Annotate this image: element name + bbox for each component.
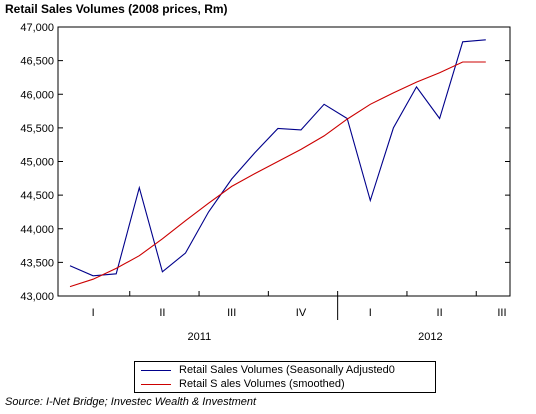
plot-frame bbox=[57, 26, 511, 297]
x-quarter-label: II bbox=[159, 307, 165, 319]
y-tick-label: 47,000 bbox=[20, 22, 54, 34]
legend-item-smoothed: Retail S ales Volumes (smoothed) bbox=[141, 377, 345, 391]
legend: Retail Sales Volumes (Seasonally Adjuste… bbox=[134, 361, 436, 393]
x-quarter-label: IV bbox=[296, 307, 307, 319]
y-tick-label: 44,000 bbox=[20, 224, 54, 236]
x-quarter-label: II bbox=[437, 307, 443, 319]
legend-label: Retail Sales Volumes (Seasonally Adjuste… bbox=[179, 364, 395, 376]
y-tick-label: 46,500 bbox=[20, 56, 54, 68]
x-quarter-label: I bbox=[369, 307, 372, 319]
series-layer bbox=[69, 39, 486, 288]
y-tick-label: 46,000 bbox=[20, 89, 54, 101]
y-tick-label: 45,000 bbox=[20, 157, 54, 169]
legend-item-seasonally-adjusted: Retail Sales Volumes (Seasonally Adjuste… bbox=[141, 363, 395, 377]
x-year-label: 2012 bbox=[418, 331, 442, 343]
series-line-seasonally-adjusted bbox=[69, 39, 486, 277]
legend-swatch-blue bbox=[141, 369, 171, 371]
legend-label: Retail S ales Volumes (smoothed) bbox=[179, 378, 345, 390]
y-tick-label: 43,500 bbox=[20, 257, 54, 269]
series-line-smoothed bbox=[69, 61, 486, 288]
y-tick-label: 44,500 bbox=[20, 190, 54, 202]
y-tick-label: 45,500 bbox=[20, 123, 54, 135]
y-tick-label: 43,000 bbox=[20, 291, 54, 303]
x-year-label: 2011 bbox=[188, 331, 212, 343]
line-chart: 43,000 43,500 44,000 44,500 45,000 45,500 46,0… bbox=[20, 22, 511, 343]
y-axis: 43,000 43,500 44,000 44,500 45,000 45,500 46,0… bbox=[20, 22, 510, 303]
x-quarter-label: III bbox=[497, 307, 506, 319]
x-quarter-label: III bbox=[227, 307, 236, 319]
legend-swatch-red bbox=[141, 383, 171, 385]
chart-title: Retail Sales Volumes (2008 prices, Rm) bbox=[5, 2, 228, 16]
source-note: Source: I-Net Bridge; Investec Wealth & … bbox=[5, 396, 257, 408]
x-quarter-label: I bbox=[92, 307, 95, 319]
